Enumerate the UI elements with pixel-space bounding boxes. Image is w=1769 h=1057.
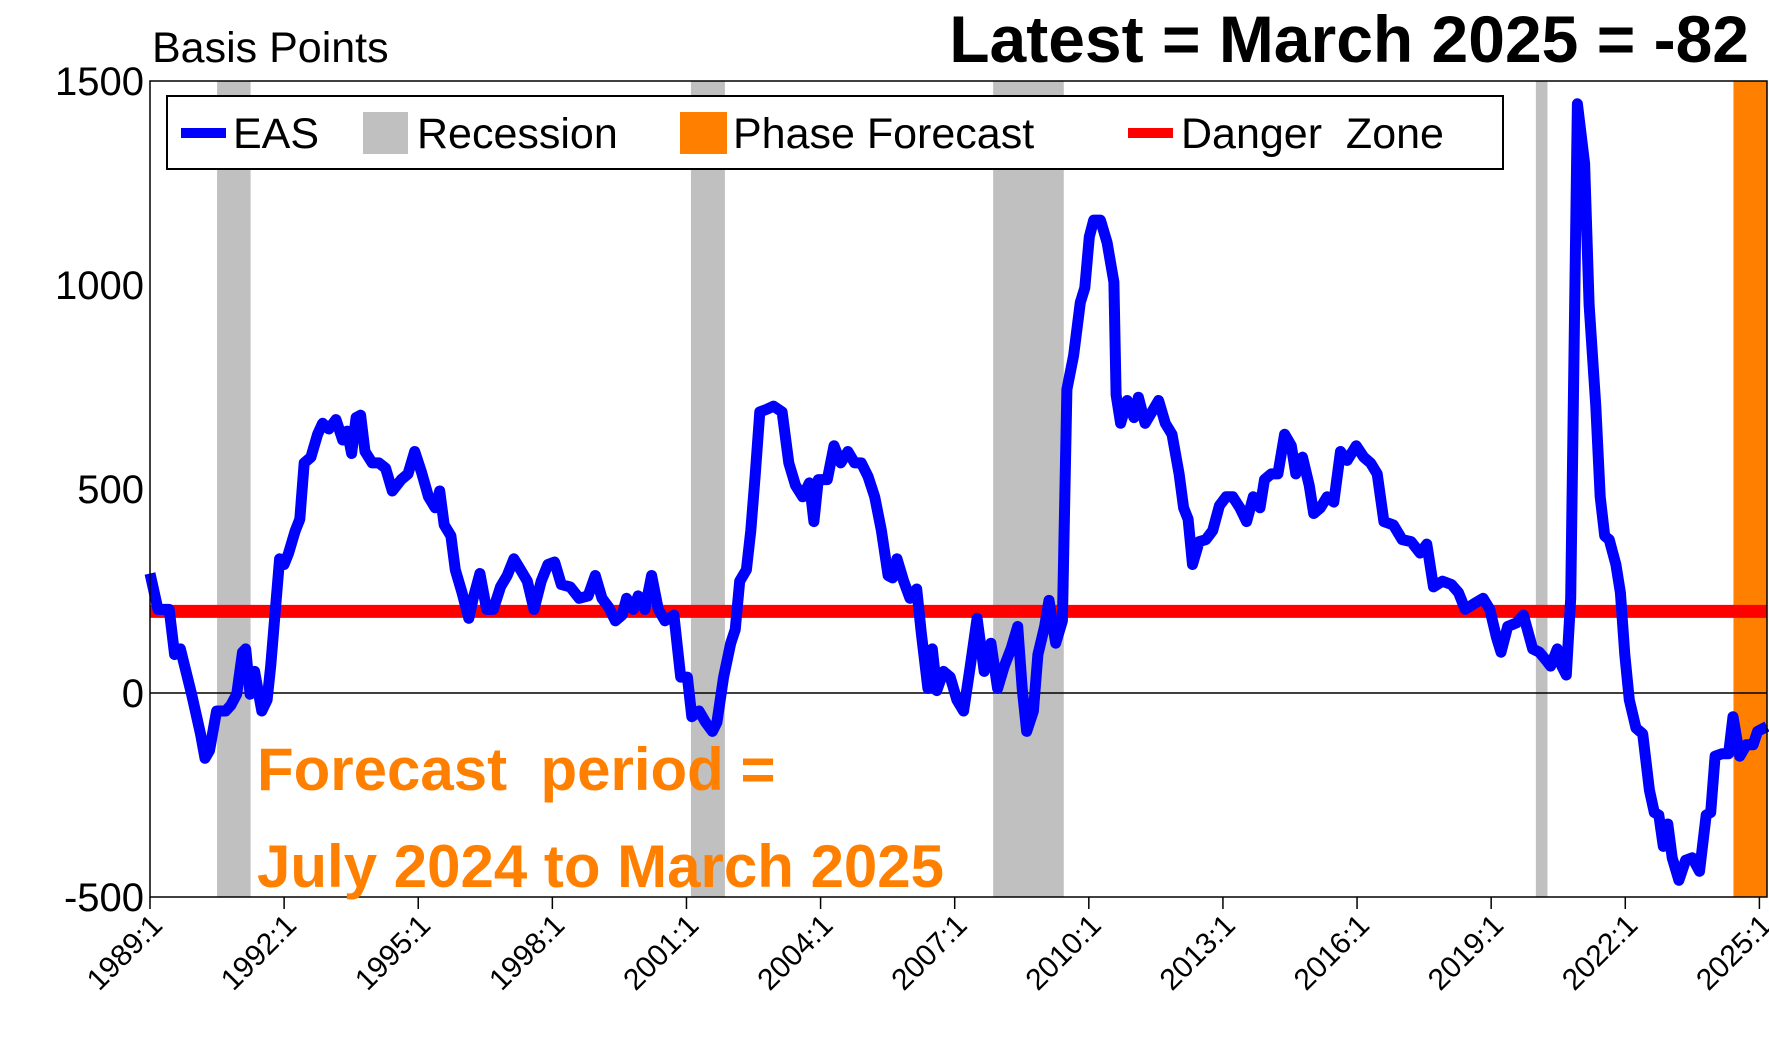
x-tick-label: 2001:1 (617, 909, 705, 997)
x-tick-label: 2019:1 (1422, 909, 1510, 997)
y-tick-label: 0 (122, 672, 144, 716)
forecast-band (1733, 81, 1767, 897)
y-tick-label: 1000 (55, 264, 144, 308)
recession-band (690, 81, 725, 897)
x-tick-label: 1995:1 (349, 909, 437, 997)
x-tick-label: 2010:1 (1020, 909, 1108, 997)
y-axis-label: Basis Points (152, 24, 389, 72)
x-tick-label: 1998:1 (483, 909, 571, 997)
recession-band (993, 81, 1064, 897)
x-tick-label: 2022:1 (1556, 909, 1644, 997)
x-tick-label: 2016:1 (1288, 909, 1376, 997)
eas-line (144, 98, 1769, 886)
annotation: Forecast period = (257, 736, 776, 803)
recession-band (217, 81, 251, 897)
legend-label: Danger Zone (1181, 110, 1444, 158)
recession-band (1535, 81, 1548, 897)
legend-label: Phase Forecast (733, 110, 1034, 158)
x-tick-label: 2013:1 (1154, 909, 1242, 997)
x-tick-label: 2004:1 (751, 909, 839, 997)
x-tick-label: 2025:1 (1690, 909, 1769, 997)
legend-label: EAS (233, 110, 319, 158)
y-tick-label: 1500 (55, 60, 144, 104)
annotation: July 2024 to March 2025 (257, 833, 944, 900)
chart-title: Latest = March 2025 = -82 (949, 2, 1749, 76)
x-tick-label: 1992:1 (215, 909, 303, 997)
legend-swatch (680, 112, 727, 154)
plot-frame (149, 80, 1768, 898)
legend-swatch (363, 112, 408, 154)
x-tick-label: 2007:1 (885, 909, 973, 997)
legend-label: Recession (417, 110, 618, 158)
y-tick-label: 500 (77, 468, 144, 512)
x-tick-label: 1989:1 (81, 909, 169, 997)
y-tick-label: -500 (64, 876, 144, 920)
